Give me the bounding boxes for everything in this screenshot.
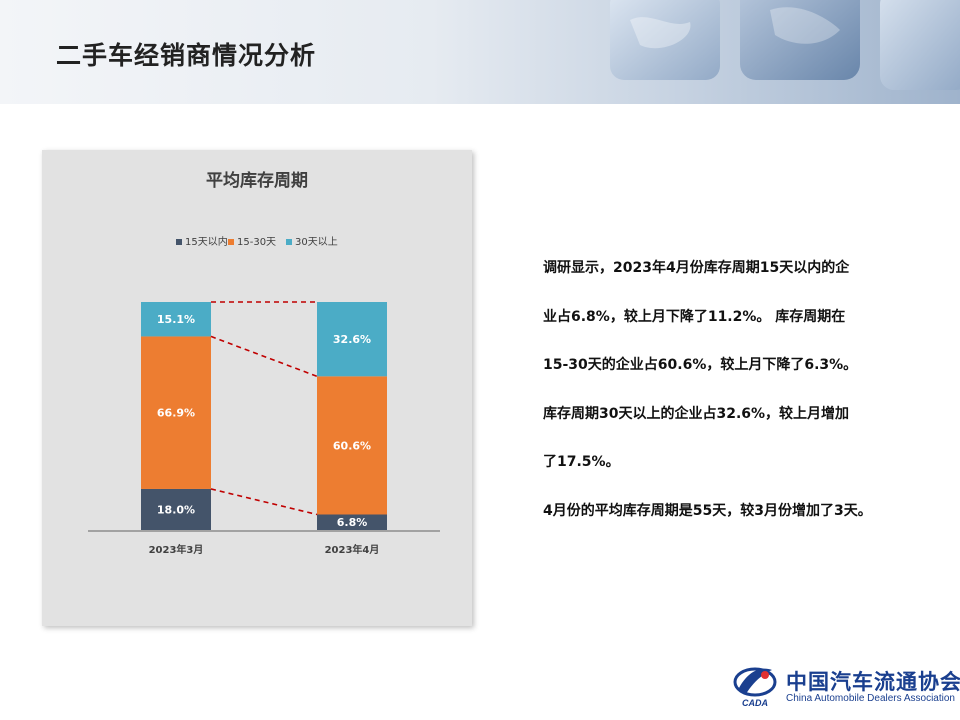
legend-swatch: [176, 239, 182, 245]
chart-title: 平均库存周期: [206, 170, 308, 191]
header-banner: 二手车经销商情况分析: [0, 0, 960, 104]
category-label: 2023年4月: [325, 543, 380, 556]
data-label: 66.9%: [157, 407, 195, 420]
bar-segment: [141, 302, 211, 337]
analysis-line: 15-30天的企业占60.6%，较上月下降了6.3%。: [543, 357, 858, 374]
stacked-bar-chart: 平均库存周期 15天以内 15-30天 30天以上 18.0% 66.9% 15.1% 202…: [88, 170, 440, 556]
logo-abbr: CADA: [742, 698, 768, 708]
data-label: 18.0%: [157, 503, 195, 516]
data-label: 32.6%: [333, 333, 371, 346]
series-connector-line: [210, 335, 318, 378]
legend-label: 30天以上: [295, 236, 338, 248]
data-label: 60.6%: [333, 439, 371, 452]
analysis-text: 调研显示，2023年4月份库存周期15天以内的企 业占6.8%，较上月下降了11…: [543, 244, 903, 536]
chart-panel: 平均库存周期 15天以内 15-30天 30天以上 18.0% 66.9% 15.1% 202…: [42, 150, 472, 626]
analysis-line: 业占6.8%，较上月下降了11.2%。 库存周期在: [543, 308, 846, 325]
analysis-line: 了17.5%。: [543, 454, 620, 471]
cada-logo-icon: CADA: [733, 667, 777, 708]
bar-segment: [317, 376, 387, 515]
legend-swatch: [286, 239, 292, 245]
bar-segment: [317, 514, 387, 530]
data-label: 15.1%: [157, 313, 195, 326]
legend-label: 15天以内: [185, 235, 228, 248]
bar-segment: [317, 302, 387, 377]
category-label: 2023年3月: [149, 543, 204, 556]
analysis-line: 调研显示，2023年4月份库存周期15天以内的企: [543, 260, 850, 276]
legend-label: 15-30天: [237, 237, 276, 248]
data-label: 6.8%: [337, 516, 368, 529]
bar-segment: [141, 336, 211, 489]
series-connector-line: [210, 488, 318, 516]
analysis-line: 库存周期30天以上的企业占32.6%，较上月增加: [543, 405, 850, 422]
association-logo: CADA 中国汽车流通协会 China Automobile Dealers A…: [732, 660, 960, 712]
page-title: 二手车经销商情况分析: [56, 41, 317, 70]
analysis-line: 4月份的平均库存周期是55天，较3月份增加了3天。: [543, 502, 872, 519]
bar-segment: [141, 488, 211, 530]
legend-swatch: [228, 239, 234, 245]
logo-name-cn: 中国汽车流通协会: [786, 669, 960, 694]
cube-decoration-icon: [610, 0, 960, 90]
logo-name-en: China Automobile Dealers Association: [786, 693, 955, 704]
